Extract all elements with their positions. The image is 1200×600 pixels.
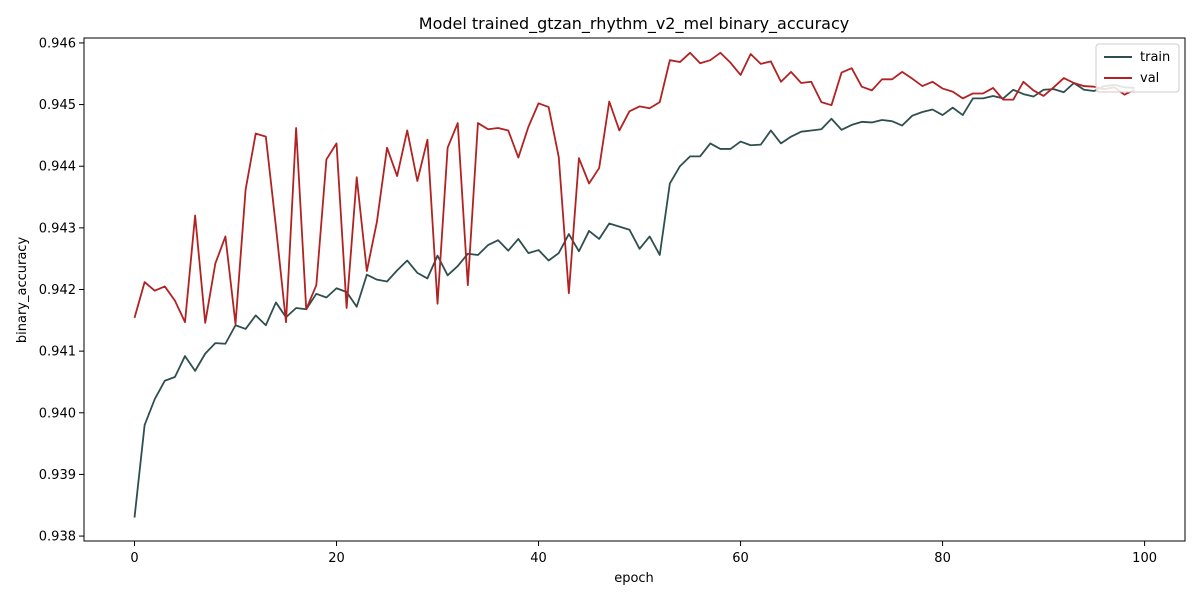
x-tick-label: 100: [1132, 551, 1157, 566]
x-axis: 0 20 40 60 80 100: [130, 541, 1157, 566]
y-tick-label: 0.940: [39, 406, 76, 421]
y-axis: 0.938 0.939 0.940 0.941 0.942 0.943 0.944 0.945…: [39, 36, 84, 545]
y-tick-label: 0.943: [39, 221, 76, 236]
y-tick-label: 0.941: [39, 345, 76, 360]
legend-label-train: train: [1140, 50, 1170, 65]
chart-title: Model trained_gtzan_rhythm_v2_mel binary…: [419, 14, 849, 34]
x-tick-label: 40: [530, 551, 547, 566]
x-tick-label: 80: [934, 551, 951, 566]
y-tick-label: 0.939: [39, 468, 76, 483]
legend: train val: [1095, 43, 1180, 93]
y-tick-label: 0.942: [39, 283, 76, 298]
y-tick-label: 0.938: [39, 530, 76, 545]
legend-label-val: val: [1140, 71, 1159, 86]
x-axis-label: epoch: [614, 571, 654, 586]
series-line-train: [133, 82, 1135, 518]
series-layer: [133, 51, 1135, 518]
x-tick-label: 20: [328, 551, 345, 566]
y-tick-label: 0.946: [39, 36, 76, 51]
x-tick-label: 60: [732, 551, 749, 566]
plot-area: [84, 38, 1185, 541]
series-line-val: [133, 51, 1135, 325]
y-axis-label: binary_accuracy: [15, 237, 30, 344]
y-tick-label: 0.944: [39, 160, 76, 175]
y-tick-label: 0.945: [39, 98, 76, 113]
x-tick-label: 0: [130, 551, 138, 566]
